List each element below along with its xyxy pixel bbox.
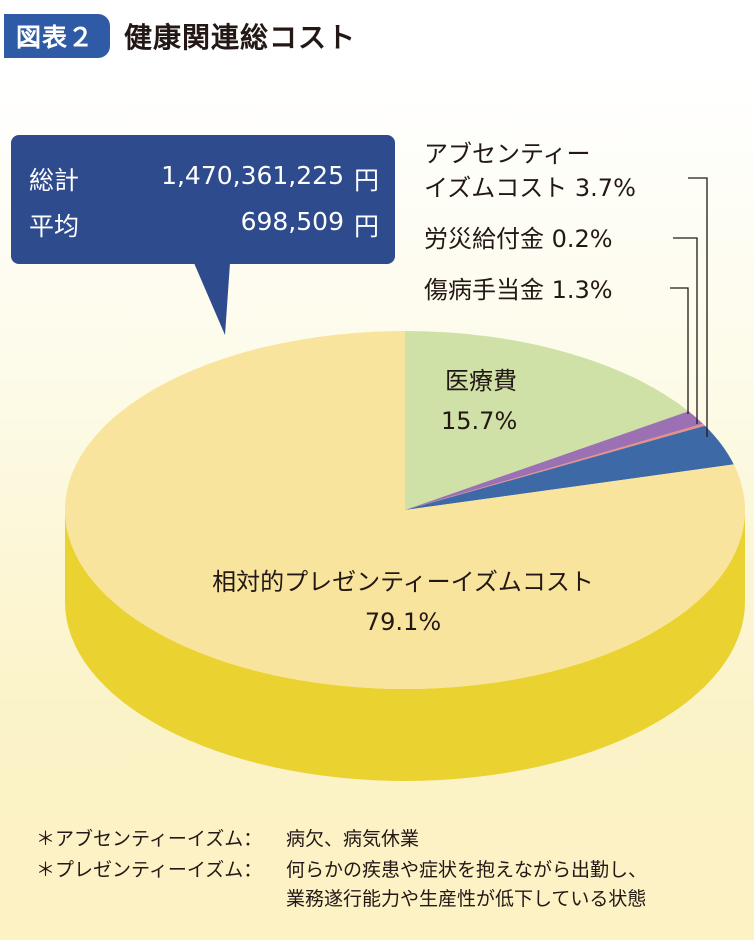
note-text: 業務遂行能力や生産性が低下している状態 xyxy=(286,888,647,910)
pie-top-group xyxy=(65,331,745,689)
leader-lines xyxy=(670,177,708,437)
note-text: 病欠、病気休業 xyxy=(286,828,420,850)
average-label: 平均 xyxy=(29,212,80,241)
leader-line-shobyo xyxy=(670,287,689,414)
slice-4-top xyxy=(65,331,745,689)
slice-1-top xyxy=(405,411,703,510)
figure-title: 健康関連総コスト xyxy=(124,21,357,54)
slice-2-top xyxy=(405,423,705,510)
leader-line-absenteeism xyxy=(688,177,708,437)
figure-label: 図表２ xyxy=(4,14,111,58)
summary-callout: 総計 1,470,361,225 円 平均 698,509 円 xyxy=(11,135,395,335)
pie-side-group xyxy=(65,510,745,781)
slice-labels: 医療費 15.7% 相対的プレゼンティーイズムコスト 79.1% アブセンティー… xyxy=(212,140,636,636)
average-unit: 円 xyxy=(353,212,379,241)
rousai-label: 労災給付金 0.2% xyxy=(424,225,613,253)
absenteeism-label-line1: アブセンティー xyxy=(424,140,591,168)
slice-4-side xyxy=(65,510,745,781)
note-text: 何らかの疾患や症状を抱えながら出勤し、 xyxy=(286,859,648,881)
iryo-pct-label: 15.7% xyxy=(441,407,517,435)
slice-0-top xyxy=(405,331,689,510)
absenteeism-label-line2: イズムコスト 3.7% xyxy=(424,174,636,202)
average-value: 698,509 xyxy=(240,207,344,236)
callout-tail xyxy=(194,263,230,335)
iryo-name-label: 医療費 xyxy=(445,367,517,395)
note-term: ＊アブセンティーイズム： xyxy=(36,828,263,850)
average-row: 平均 698,509 円 xyxy=(29,207,379,243)
presenteeism-name-label: 相対的プレゼンティーイズムコスト xyxy=(212,568,594,596)
total-value: 1,470,361,225 xyxy=(161,161,344,190)
shobyo-label: 傷病手当金 1.3% xyxy=(424,276,613,304)
note-term: ＊プレゼンティーイズム： xyxy=(36,859,263,881)
header: 図表２ 健康関連総コスト xyxy=(0,10,356,62)
total-label: 総計 xyxy=(29,166,80,195)
slice-3-top xyxy=(405,425,734,510)
note-presenteeism: ＊プレゼンティーイズム： 何らかの疾患や症状を抱えながら出勤し、 xyxy=(36,855,647,882)
note-presenteeism-cont: 業務遂行能力や生産性が低下している状態 xyxy=(36,884,646,911)
total-unit: 円 xyxy=(353,166,379,195)
total-row: 総計 1,470,361,225 円 xyxy=(29,161,379,197)
note-absenteeism: ＊アブセンティーイズム： 病欠、病気休業 xyxy=(36,824,419,851)
presenteeism-pct-label: 79.1% xyxy=(365,608,441,636)
leader-line-rousai xyxy=(673,237,698,424)
